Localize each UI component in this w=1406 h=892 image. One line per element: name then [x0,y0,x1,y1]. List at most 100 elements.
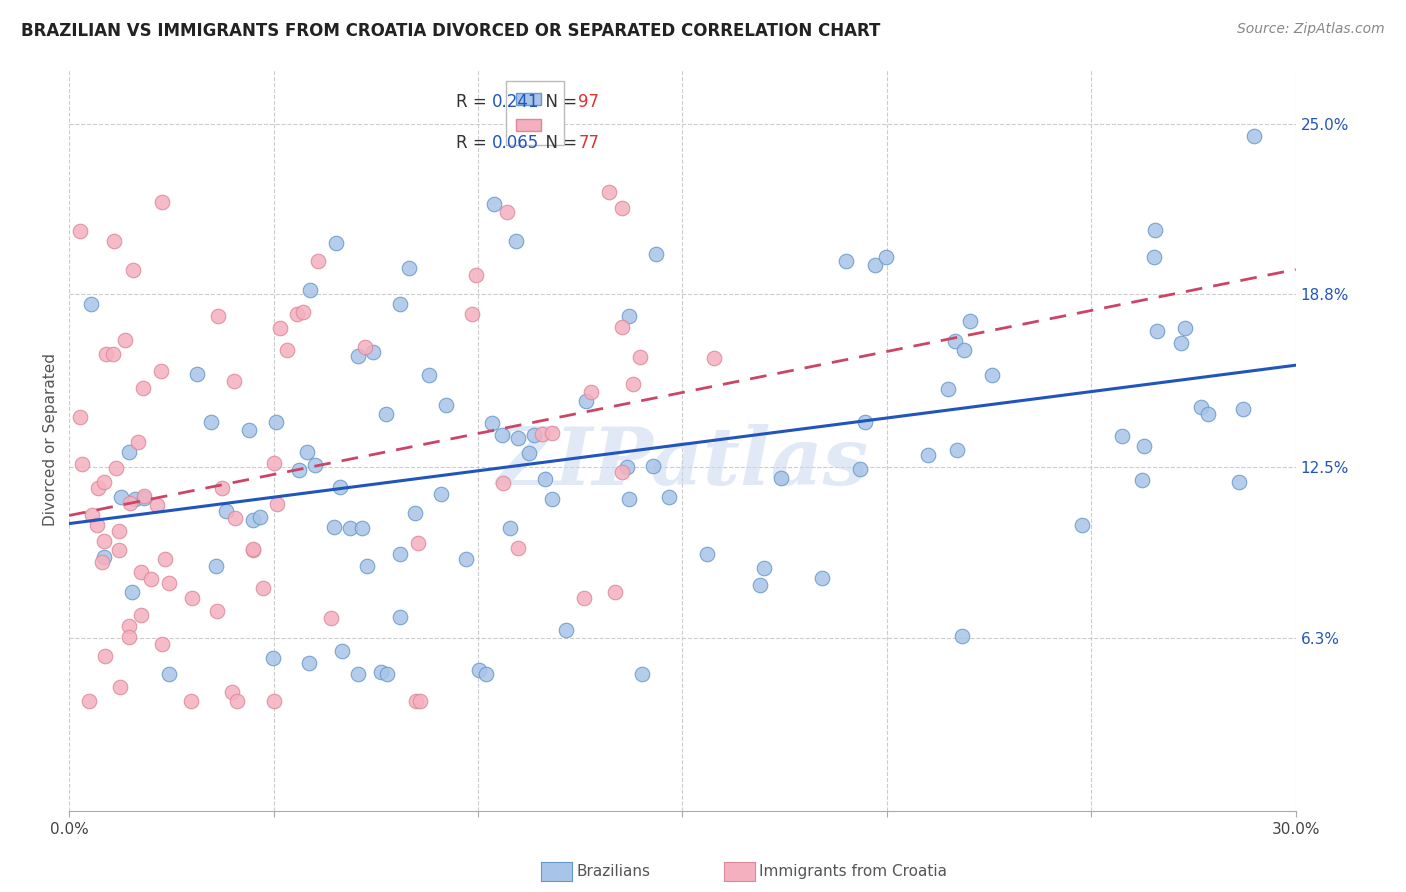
Point [242,543,264,558]
Point [375,407,398,421]
Point [641,458,664,473]
Point [616,460,638,475]
Point [205,558,228,573]
Point [122,263,145,277]
Point [70,457,93,471]
Point [114,333,136,347]
Point [222,374,245,388]
Point [150,637,173,651]
Point [508,541,530,556]
Point [630,666,652,681]
Point [491,428,513,442]
Point [603,584,626,599]
Point [108,524,131,538]
Point [105,461,128,475]
Point [1191,400,1213,414]
Text: R =: R = [456,134,492,152]
Text: N =: N = [536,134,582,152]
Point [389,297,412,311]
Point [752,560,775,574]
Point [492,476,515,491]
Point [180,694,202,708]
Point [499,521,522,535]
Point [1232,401,1254,416]
Point [475,666,498,681]
Point [299,283,322,297]
Point [703,351,725,365]
Point [94,649,117,664]
Point [146,498,169,512]
Point [134,491,156,506]
Point [77,694,100,708]
Point [1130,474,1153,488]
Point [835,253,858,268]
Point [238,423,260,437]
Point [849,462,872,476]
Point [356,559,378,574]
Point [464,268,486,282]
Point [541,491,564,506]
Point [749,577,772,591]
Point [1143,251,1166,265]
Point [621,376,644,391]
Text: BRAZILIAN VS IMMIGRANTS FROM CROATIA DIVORCED OR SEPARATED CORRELATION CHART: BRAZILIAN VS IMMIGRANTS FROM CROATIA DIV… [21,22,880,40]
Point [124,491,146,506]
Point [127,434,149,449]
Point [945,334,967,348]
Point [1146,324,1168,338]
Point [530,426,553,441]
Point [540,425,562,440]
Point [150,364,173,378]
Point [269,321,291,335]
Text: 0.065: 0.065 [492,134,540,152]
Point [323,520,346,534]
Point [555,623,578,637]
Point [242,542,264,557]
Point [375,666,398,681]
Point [298,657,321,671]
Point [131,381,153,395]
Point [1170,336,1192,351]
Point [1132,439,1154,453]
Text: 0.241: 0.241 [492,93,540,111]
Point [139,572,162,586]
Point [946,442,969,457]
Point [418,368,440,382]
Point [155,552,177,566]
Point [575,393,598,408]
Point [86,517,108,532]
Text: Source: ZipAtlas.com: Source: ZipAtlas.com [1237,22,1385,37]
Point [581,384,603,399]
Point [118,445,141,459]
Point [950,629,973,643]
Point [769,471,792,485]
Point [617,492,640,507]
Point [630,350,652,364]
Point [645,247,668,261]
Point [329,479,352,493]
Text: 97: 97 [578,93,599,111]
Text: 77: 77 [578,134,599,152]
Point [936,382,959,396]
Point [346,666,368,681]
Point [496,205,519,219]
Point [875,250,897,264]
Point [388,610,411,624]
Point [263,457,285,471]
Point [339,521,361,535]
Point [572,591,595,606]
Point [157,666,180,681]
Point [398,260,420,275]
Text: Immigrants from Croatia: Immigrants from Croatia [759,864,948,879]
Point [276,343,298,357]
Point [215,504,238,518]
Point [118,630,141,644]
Point [157,576,180,591]
Point [121,585,143,599]
Point [262,651,284,665]
Point [917,448,939,462]
Point [332,644,354,658]
Point [264,415,287,429]
Point [517,446,540,460]
Point [598,186,620,200]
